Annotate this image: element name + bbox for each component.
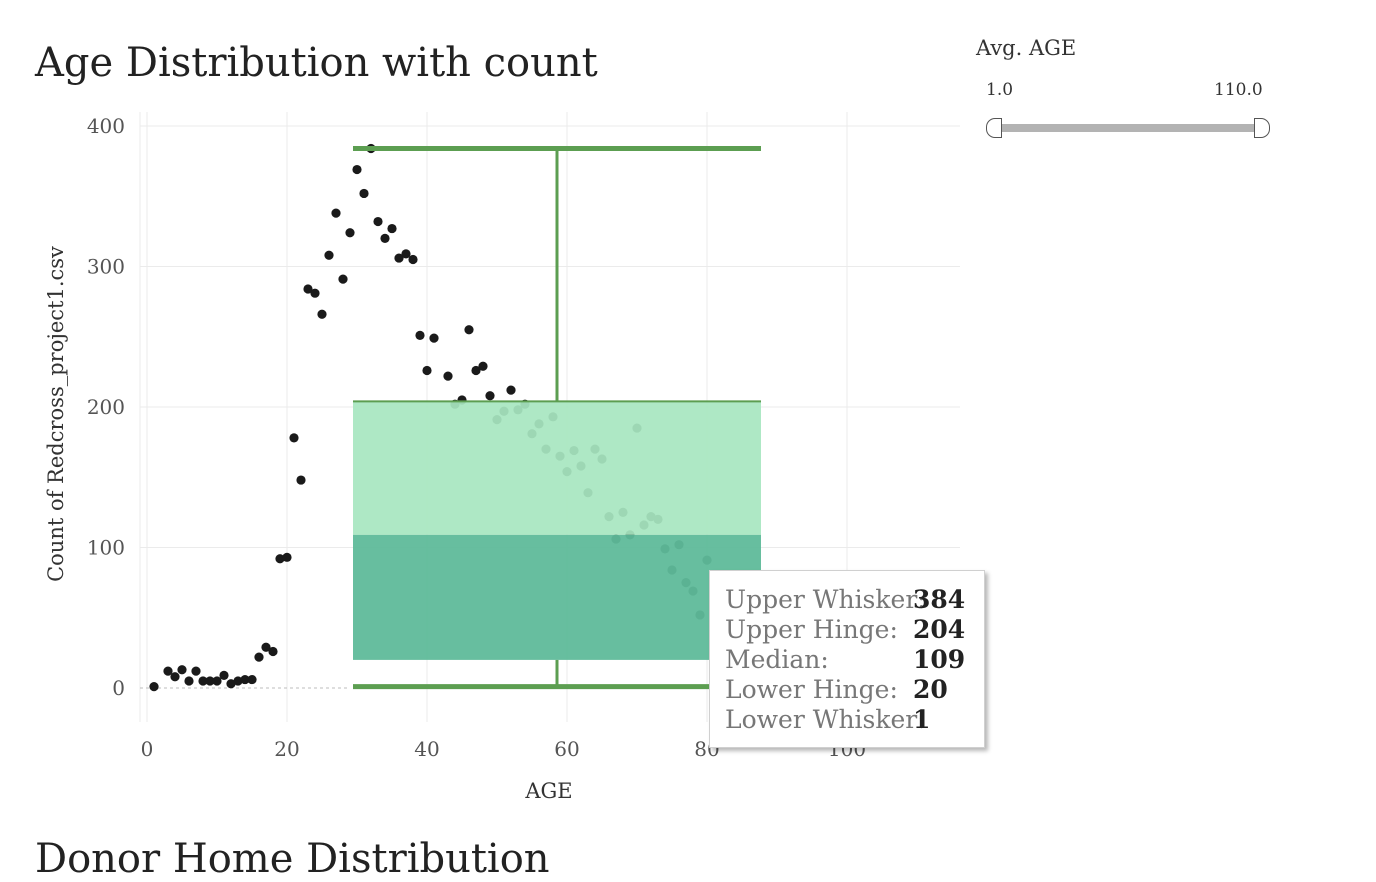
data-point — [177, 665, 187, 675]
data-point — [184, 676, 194, 686]
data-point — [247, 674, 257, 685]
data-point — [191, 666, 201, 676]
data-point — [394, 253, 404, 263]
data-point — [163, 666, 173, 676]
data-point — [317, 309, 327, 319]
data-point — [471, 365, 481, 376]
data-point — [198, 676, 208, 686]
y-axis-title: Count of Redcross_project1.csv — [44, 246, 68, 582]
data-point — [261, 642, 271, 652]
y-tick-label: 400 — [87, 114, 125, 138]
data-point — [233, 676, 243, 686]
slider-max-label: 110.0 — [1214, 80, 1263, 100]
data-point — [401, 249, 411, 259]
chart-title: Age Distribution with count — [35, 40, 598, 86]
data-point — [303, 284, 313, 294]
data-point — [485, 391, 495, 401]
x-tick-label: 0 — [141, 737, 154, 761]
data-point — [289, 433, 299, 443]
slider-min-handle[interactable] — [986, 118, 1002, 138]
x-tick-label: 20 — [274, 737, 299, 761]
data-point — [324, 250, 334, 260]
boxplot-tooltip: Upper Whisker: 384 Upper Hinge: 204 Medi… — [709, 570, 985, 748]
tooltip-label: Upper Hinge: — [725, 615, 898, 644]
lower-box — [353, 534, 761, 660]
data-point — [464, 325, 474, 335]
data-point — [149, 681, 159, 692]
age-range-slider-track[interactable] — [994, 124, 1262, 132]
data-point — [219, 670, 229, 680]
data-point — [373, 216, 383, 227]
data-point — [282, 552, 292, 562]
avg-age-filter-title: Avg. AGE — [976, 36, 1077, 60]
tooltip-label: Lower Hinge: — [725, 675, 898, 704]
y-tick-label: 200 — [87, 395, 125, 419]
data-point — [443, 371, 453, 381]
data-point — [352, 164, 362, 175]
data-point — [415, 330, 425, 340]
data-point — [226, 679, 236, 689]
data-point — [254, 652, 264, 662]
data-point — [205, 676, 215, 686]
data-point — [338, 274, 348, 284]
x-tick-label: 40 — [414, 737, 439, 761]
x-tick-label: 60 — [554, 737, 579, 761]
data-point — [506, 385, 516, 395]
data-point — [310, 288, 320, 298]
y-tick-label: 300 — [87, 255, 125, 279]
tooltip-value: 1 — [913, 705, 931, 734]
data-point — [422, 365, 432, 376]
data-point — [212, 676, 222, 686]
tooltip-value: 109 — [913, 645, 966, 674]
data-point — [170, 672, 180, 682]
data-point — [387, 223, 397, 234]
next-section-title: Donor Home Distribution — [35, 836, 550, 882]
x-axis-title: AGE — [524, 779, 572, 803]
data-point — [240, 674, 250, 685]
data-point — [275, 554, 285, 564]
y-tick-label: 0 — [112, 676, 125, 700]
data-point — [345, 228, 355, 238]
data-point — [359, 188, 369, 199]
slider-max-handle[interactable] — [1254, 118, 1270, 138]
data-point — [268, 646, 278, 657]
data-point — [296, 475, 306, 485]
data-point — [429, 333, 439, 343]
tooltip-value: 20 — [913, 675, 948, 704]
slider-min-label: 1.0 — [986, 80, 1014, 100]
data-point — [380, 233, 390, 243]
data-point — [478, 361, 488, 371]
tooltip-label: Upper Whisker: — [725, 585, 926, 614]
y-tick-label: 100 — [87, 536, 125, 560]
data-point — [331, 208, 341, 218]
tooltip-value: 384 — [913, 585, 966, 614]
upper-box — [353, 401, 761, 535]
tooltip-label: Median: — [725, 645, 829, 674]
tooltip-label: Lower Whisker: — [725, 705, 926, 734]
data-point — [408, 254, 418, 265]
tooltip-value: 204 — [913, 615, 966, 644]
